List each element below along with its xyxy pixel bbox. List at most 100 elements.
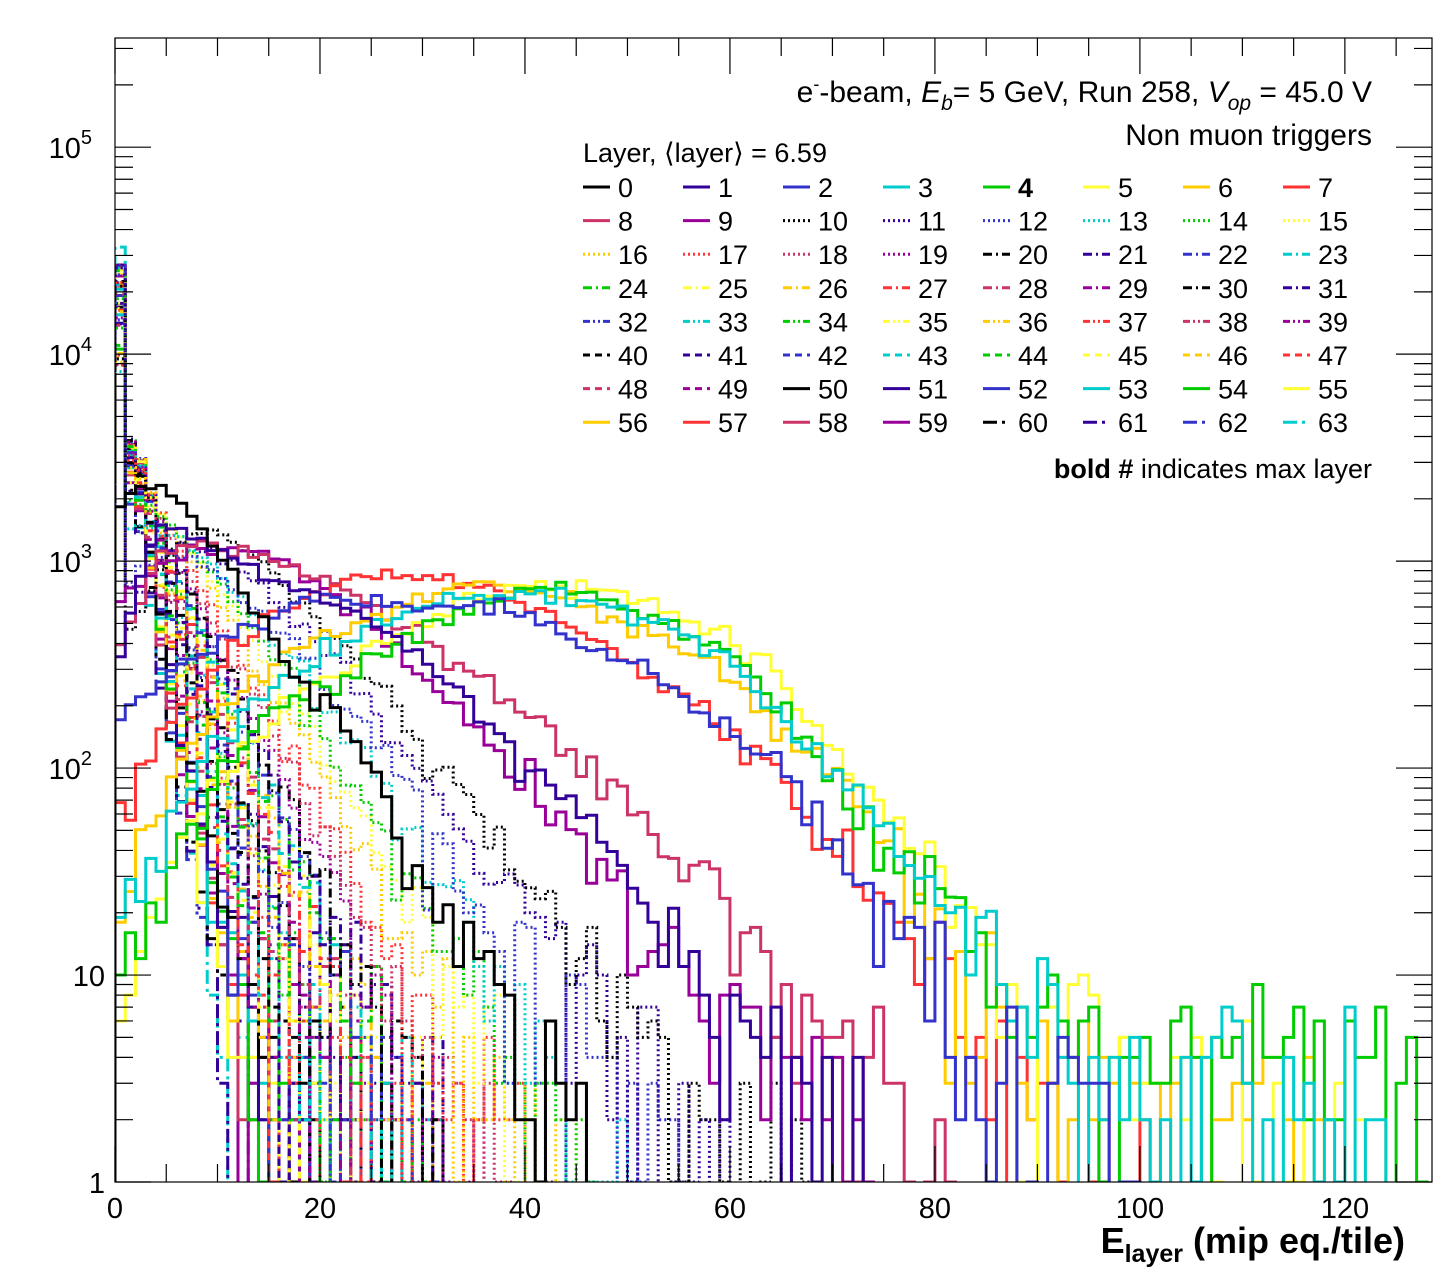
x-axis-label: Elayer (mip eq./tile)	[1101, 1220, 1405, 1268]
histogram-layer-3	[115, 586, 1388, 1182]
x-tick-label: 40	[509, 1193, 541, 1225]
legend-label-layer-47: 47	[1318, 341, 1348, 371]
legend-label-layer-9: 9	[718, 207, 733, 237]
legend-label-layer-44: 44	[1018, 341, 1048, 371]
y-tick-label: 104	[49, 334, 92, 372]
legend-label-layer-21: 21	[1118, 240, 1148, 270]
legend-label-layer-13: 13	[1118, 207, 1148, 237]
histogram-layer-12	[115, 273, 691, 1182]
legend-label-layer-22: 22	[1218, 240, 1248, 270]
legend-label-layer-27: 27	[918, 274, 948, 304]
legend: Layer, ⟨layer⟩ = 6.59 0 1 2 3 4 5 6 78 9 10 11 12 13…	[583, 138, 1348, 438]
histogram-series-group	[115, 245, 1429, 1182]
histogram-layer-40	[115, 280, 342, 1182]
legend-label-layer-39: 39	[1318, 307, 1348, 337]
histogram-layer-2	[115, 592, 1142, 1182]
legend-label-layer-14: 14	[1218, 207, 1248, 237]
legend-label-layer-59: 59	[918, 408, 948, 438]
x-tick-label: 100	[1116, 1193, 1164, 1225]
legend-label-layer-25: 25	[718, 274, 748, 304]
legend-label-layer-34: 34	[818, 307, 848, 337]
y-tick-exponent: 3	[81, 541, 92, 563]
legend-label-layer-16: 16	[618, 240, 648, 270]
legend-label-layer-56: 56	[618, 408, 648, 438]
histogram-layer-15	[115, 273, 599, 1182]
legend-label-layer-4: 4	[1018, 173, 1033, 203]
legend-label-layer-38: 38	[1218, 307, 1248, 337]
legend-label-layer-51: 51	[918, 375, 948, 405]
legend-label-layer-57: 57	[718, 408, 748, 438]
histogram-layer-25	[115, 301, 445, 1182]
histogram-layer-9	[115, 543, 875, 1182]
x-tick-label: 120	[1321, 1193, 1369, 1225]
trigger-info-title: Non muon triggers	[1125, 119, 1372, 152]
y-tick-base: 1	[89, 1168, 105, 1200]
legend-label-layer-37: 37	[1118, 307, 1148, 337]
legend-label-layer-55: 55	[1318, 375, 1348, 405]
legend-label-layer-42: 42	[818, 341, 848, 371]
histogram-layer-30	[115, 284, 404, 1182]
legend-label-layer-31: 31	[1318, 274, 1348, 304]
legend-label-layer-20: 20	[1018, 240, 1048, 270]
legend-label-layer-60: 60	[1018, 408, 1048, 438]
legend-label-layer-40: 40	[618, 341, 648, 371]
legend-note: bold # indicates max layer	[1054, 454, 1372, 484]
legend-label-layer-5: 5	[1118, 173, 1133, 203]
histogram-layer-47	[115, 363, 322, 1182]
legend-label-layer-30: 30	[1218, 274, 1248, 304]
histogram-layer-43	[115, 283, 363, 1182]
legend-label-layer-35: 35	[918, 307, 948, 337]
legend-label-layer-58: 58	[818, 408, 848, 438]
x-tick-label: 20	[304, 1193, 336, 1225]
x-tick-label: 0	[107, 1193, 123, 1225]
legend-label-layer-62: 62	[1218, 408, 1248, 438]
y-tick-label: 105	[49, 127, 92, 165]
legend-label-layer-54: 54	[1218, 375, 1248, 405]
histogram-layer-55	[115, 272, 281, 1182]
legend-label-layer-3: 3	[918, 173, 933, 203]
y-tick-label: 102	[49, 748, 92, 786]
legend-label-layer-52: 52	[1018, 375, 1048, 405]
y-tick-base: 10	[49, 754, 81, 786]
legend-label-layer-26: 26	[818, 274, 848, 304]
legend-label-layer-8: 8	[618, 207, 633, 237]
y-tick-base: 10	[49, 133, 81, 165]
histogram-layer-0	[115, 483, 588, 1182]
legend-label-layer-32: 32	[618, 307, 648, 337]
legend-label-layer-10: 10	[818, 207, 848, 237]
legend-label-layer-7: 7	[1318, 173, 1333, 203]
legend-label-layer-12: 12	[1018, 207, 1048, 237]
legend-label-layer-6: 6	[1218, 173, 1233, 203]
legend-label-layer-23: 23	[1318, 240, 1348, 270]
y-tick-label: 10	[73, 961, 105, 993]
y-tick-label: 103	[49, 541, 92, 579]
legend-label-layer-46: 46	[1218, 341, 1248, 371]
legend-label-layer-49: 49	[718, 375, 748, 405]
legend-label-layer-2: 2	[818, 173, 833, 203]
beam-info-title: e--beam, Eb= 5 GeV, Run 258, Vop = 45.0 …	[797, 74, 1372, 115]
y-tick-exponent: 4	[81, 334, 92, 356]
histogram-layer-32	[115, 318, 404, 1182]
legend-label-layer-33: 33	[718, 307, 748, 337]
legend-label-layer-1: 1	[718, 173, 733, 203]
histogram-layer-44	[115, 343, 363, 1182]
y-tick-base: 10	[73, 961, 105, 993]
y-tick-exponent: 2	[81, 748, 92, 770]
legend-label-layer-53: 53	[1118, 375, 1148, 405]
histogram-layer-10	[115, 357, 814, 1182]
legend-label-layer-43: 43	[918, 341, 948, 371]
legend-label-layer-48: 48	[618, 375, 648, 405]
y-tick-base: 10	[49, 547, 81, 579]
legend-label-layer-19: 19	[918, 240, 948, 270]
legend-label-layer-17: 17	[718, 240, 748, 270]
histogram-layer-1	[115, 523, 865, 1182]
legend-label-layer-18: 18	[818, 240, 848, 270]
legend-label-layer-50: 50	[818, 375, 848, 405]
x-tick-label: 60	[714, 1193, 746, 1225]
legend-label-layer-63: 63	[1318, 408, 1348, 438]
histogram-layer-41	[115, 263, 363, 1182]
legend-label-layer-36: 36	[1018, 307, 1048, 337]
